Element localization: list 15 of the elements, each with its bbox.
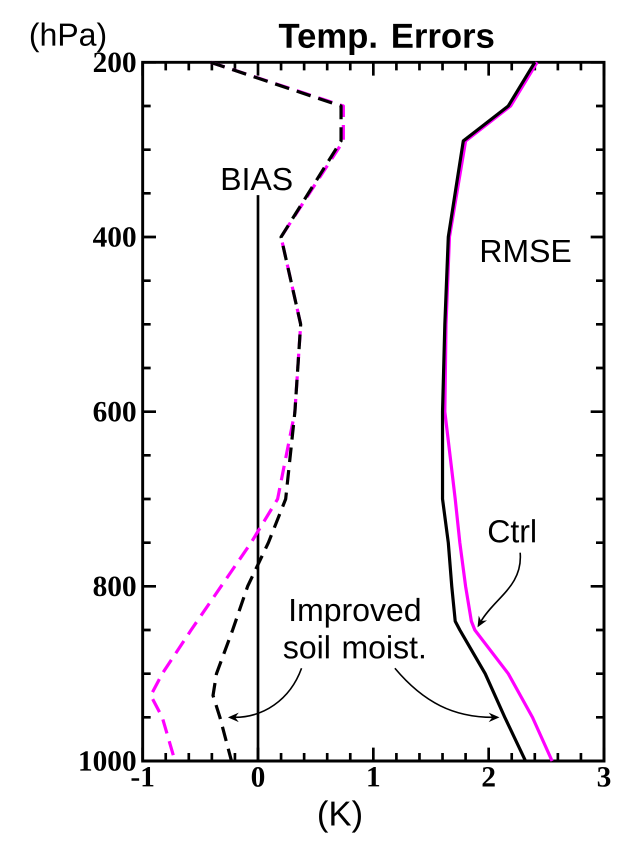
x-tick-label: 2: [482, 767, 495, 786]
y-tick-label: 600: [94, 402, 136, 422]
chart-title: Temp. Errors: [278, 24, 494, 55]
y-axis-title: (hPa): [30, 22, 106, 52]
y-tick-label: 400: [93, 227, 136, 247]
annotation: Improved soil moist.: [284, 598, 424, 659]
x-tick-label: 0: [252, 767, 264, 787]
x-tick-label: 1: [368, 767, 380, 786]
x-axis-title: (K): [319, 800, 361, 833]
annotation: Ctrl: [488, 519, 535, 543]
x-tick-label: 3: [598, 767, 610, 787]
y-tick-label: 800: [94, 576, 136, 596]
ref-line-label: BIAS: [222, 168, 292, 190]
y-tick-label: 200: [94, 52, 136, 72]
annotation: RMSE: [482, 240, 570, 262]
